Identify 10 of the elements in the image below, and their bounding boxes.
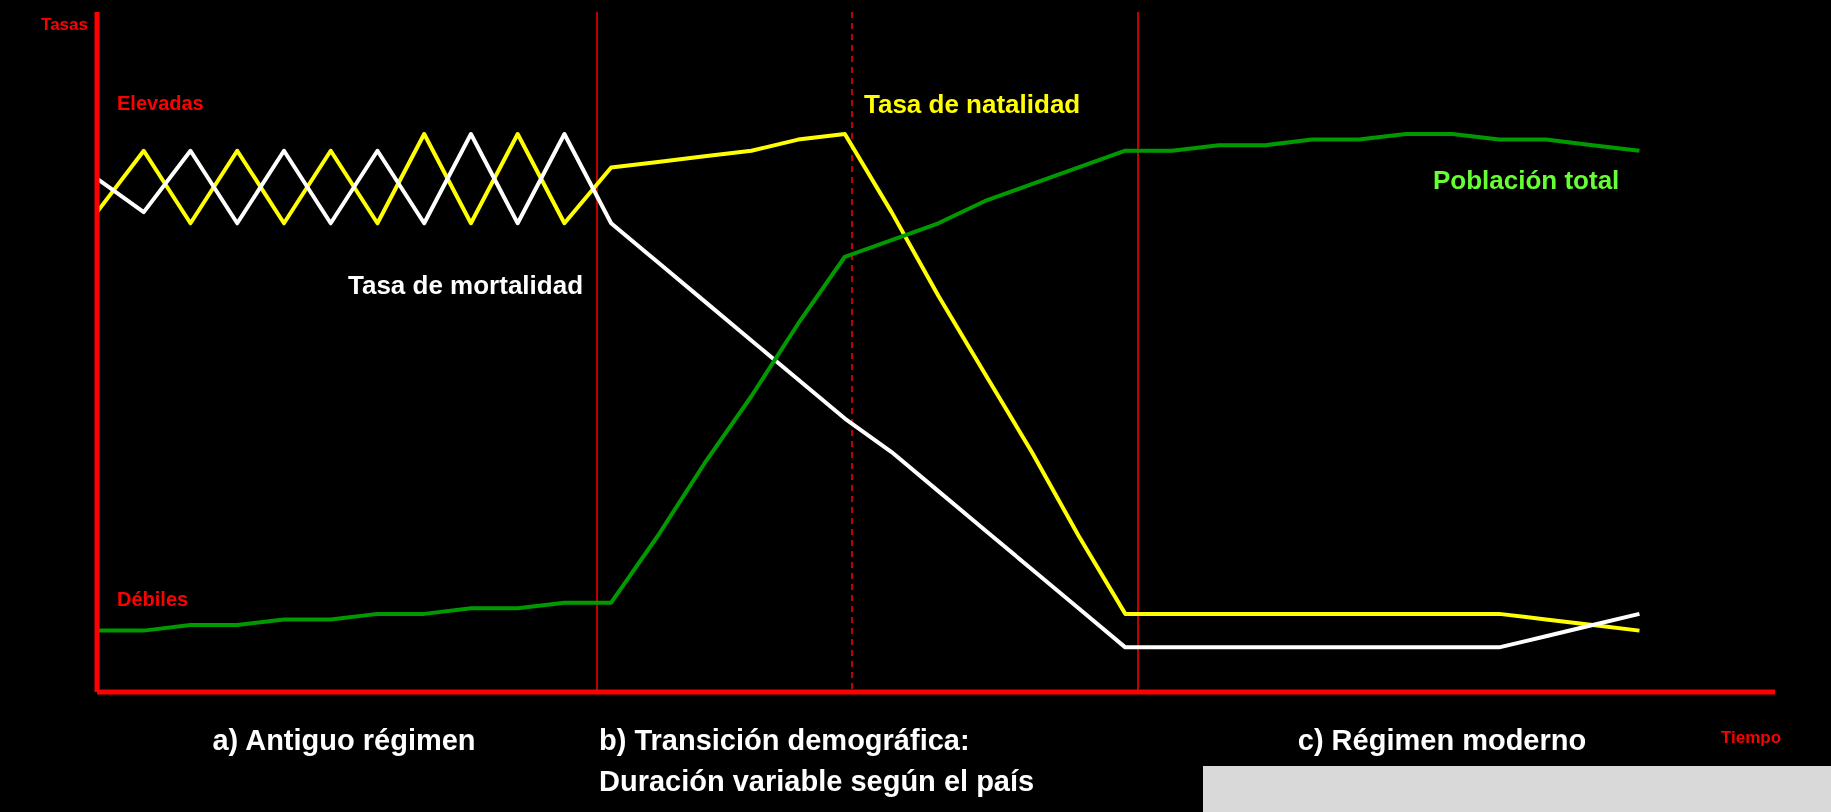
text: b) Transición demográfica: Duración variable según el país	[599, 724, 1035, 797]
annotation: Débiles	[117, 588, 189, 610]
text: Tasas	[41, 15, 88, 34]
series-label: Población total	[1433, 165, 1620, 195]
series-label: Tasa de mortalidad	[348, 270, 584, 300]
text: a) Antiguo régimen	[212, 724, 476, 756]
series-label: Tasa de natalidad	[864, 89, 1081, 119]
text: c) Régimen moderno	[1297, 724, 1587, 756]
text: Elevadas	[117, 92, 204, 114]
x-axis-title: Tiempo	[1720, 728, 1782, 747]
